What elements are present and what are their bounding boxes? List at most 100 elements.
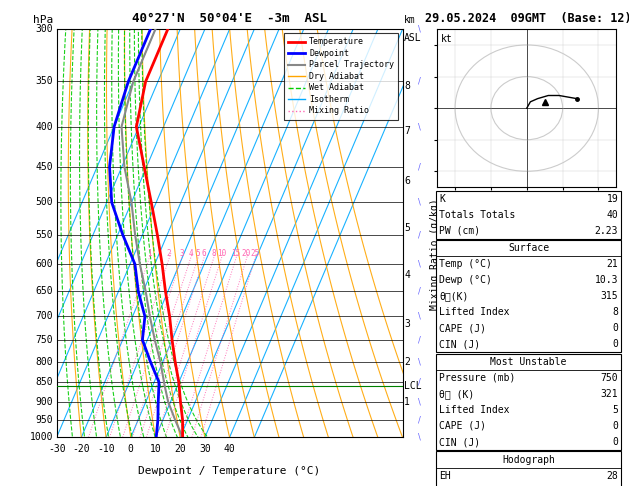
Text: 350: 350 [35,76,53,87]
Text: CAPE (J): CAPE (J) [439,421,486,431]
Text: 1000: 1000 [30,433,53,442]
Text: \: \ [418,433,421,442]
Text: \: \ [418,357,421,366]
Text: 4: 4 [404,270,410,280]
Text: km: km [404,15,416,25]
Text: \: \ [418,198,421,207]
Text: 5: 5 [613,405,618,415]
Text: Temp (°C): Temp (°C) [439,259,492,269]
Text: 650: 650 [35,286,53,296]
Text: 600: 600 [35,259,53,269]
Text: 500: 500 [35,197,53,208]
Text: 2: 2 [167,249,171,259]
Text: 0: 0 [613,323,618,333]
Text: 2: 2 [404,357,410,367]
Text: 7: 7 [404,126,410,136]
Text: -30: -30 [48,444,65,453]
Text: EH: EH [439,470,451,481]
Text: 750: 750 [601,373,618,383]
Text: 950: 950 [35,415,53,425]
Text: \: \ [418,260,421,269]
Text: CIN (J): CIN (J) [439,437,480,447]
Text: 20: 20 [174,444,186,453]
Text: \: \ [418,122,421,131]
Text: θᴇ(K): θᴇ(K) [439,291,469,301]
Text: PW (cm): PW (cm) [439,226,480,236]
Text: 4: 4 [188,249,193,259]
Text: CIN (J): CIN (J) [439,339,480,349]
Text: 6: 6 [404,176,410,187]
Text: /: / [418,416,421,424]
Text: \: \ [418,397,421,406]
Text: Dewpoint / Temperature (°C): Dewpoint / Temperature (°C) [138,466,321,476]
Text: hPa: hPa [33,15,53,25]
Text: 30: 30 [199,444,211,453]
Text: 750: 750 [35,335,53,345]
Text: 6: 6 [201,249,206,259]
Text: -10: -10 [97,444,115,453]
Text: 3: 3 [179,249,184,259]
Text: 3: 3 [404,319,410,329]
Text: 315: 315 [601,291,618,301]
Text: ASL: ASL [404,33,422,43]
Text: 10.3: 10.3 [595,275,618,285]
Text: Totals Totals: Totals Totals [439,209,515,220]
Text: 28: 28 [606,470,618,481]
Text: Dewp (°C): Dewp (°C) [439,275,492,285]
Text: Lifted Index: Lifted Index [439,405,509,415]
Text: 0: 0 [613,437,618,447]
Text: 15: 15 [231,249,240,259]
Text: 8: 8 [404,81,410,91]
Text: 25: 25 [250,249,260,259]
Text: /: / [418,335,421,345]
Text: 550: 550 [35,230,53,240]
Text: /: / [418,287,421,296]
Text: K: K [439,193,445,204]
Text: LCL: LCL [404,381,422,391]
Text: 29.05.2024  09GMT  (Base: 12): 29.05.2024 09GMT (Base: 12) [425,12,629,25]
Text: /: / [418,77,421,86]
Text: /: / [418,162,421,171]
Text: \: \ [418,312,421,321]
Text: /: / [418,230,421,239]
Text: Mixing Ratio (g/kg): Mixing Ratio (g/kg) [430,198,440,310]
Text: 8: 8 [211,249,216,259]
Text: 8: 8 [613,307,618,317]
Text: 40: 40 [224,444,235,453]
Text: 700: 700 [35,312,53,321]
Text: 300: 300 [35,24,53,34]
Text: 20: 20 [242,249,251,259]
Text: 0: 0 [128,444,134,453]
Text: CAPE (J): CAPE (J) [439,323,486,333]
Text: 10: 10 [150,444,161,453]
Text: 900: 900 [35,397,53,407]
Text: 10: 10 [217,249,226,259]
Text: 5: 5 [404,224,410,233]
Text: 21: 21 [606,259,618,269]
Text: 5: 5 [196,249,200,259]
Text: -20: -20 [72,444,90,453]
Text: 0: 0 [613,339,618,349]
Text: θᴇ (K): θᴇ (K) [439,389,474,399]
Text: 800: 800 [35,357,53,367]
Text: 450: 450 [35,162,53,172]
Text: Pressure (mb): Pressure (mb) [439,373,515,383]
Text: 19: 19 [606,193,618,204]
Text: Surface: Surface [508,243,549,253]
Text: Lifted Index: Lifted Index [439,307,509,317]
Text: 1: 1 [147,249,152,259]
Text: /: / [418,378,421,387]
Text: 850: 850 [35,377,53,387]
Text: 1: 1 [404,397,410,407]
Text: Hodograph: Hodograph [502,454,555,465]
Text: 40: 40 [606,209,618,220]
Text: kt: kt [441,34,452,44]
Text: 0: 0 [613,421,618,431]
Text: 400: 400 [35,122,53,132]
Legend: Temperature, Dewpoint, Parcel Trajectory, Dry Adiabat, Wet Adiabat, Isotherm, Mi: Temperature, Dewpoint, Parcel Trajectory… [284,34,398,120]
Text: 2.23: 2.23 [595,226,618,236]
Text: Most Unstable: Most Unstable [491,357,567,367]
Text: \: \ [418,25,421,34]
Text: 321: 321 [601,389,618,399]
Text: 40°27'N  50°04'E  -3m  ASL: 40°27'N 50°04'E -3m ASL [132,12,327,25]
